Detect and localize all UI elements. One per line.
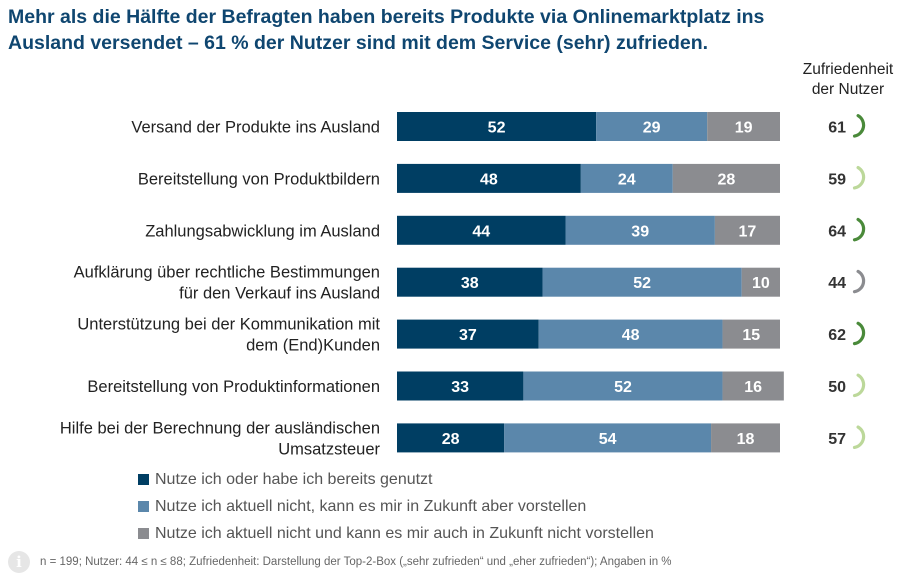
bar-segment-series-2 <box>504 423 712 453</box>
legend-item: Nutze ich aktuell nicht und kann es mir … <box>138 520 654 547</box>
satisfaction-header: Zufriedenheit der Nutzer <box>786 60 910 100</box>
bar-segment-series-2 <box>542 267 742 297</box>
bar-value-label: 28 <box>442 431 460 448</box>
bar-value-label: 52 <box>614 379 632 396</box>
bar-segment-series-1 <box>397 423 505 453</box>
satisfaction-gauge-icon <box>852 269 866 294</box>
bar-segment-series-2 <box>596 112 708 141</box>
satisfaction-header-line-1: Zufriedenheit <box>802 61 894 78</box>
legend-swatch <box>138 501 149 512</box>
bar-segment-series-1 <box>397 112 597 141</box>
satisfaction-value: 59 <box>828 171 846 188</box>
bar-value-label: 24 <box>618 171 636 188</box>
bar-segment-series-2 <box>565 215 715 245</box>
chart-title-line-2: Ausland versendet – 61 % der Nutzer sind… <box>8 32 709 54</box>
bar-segment-series-3 <box>672 163 780 193</box>
bar-segment-series-3 <box>722 371 784 401</box>
bar-value-label: 38 <box>461 275 479 292</box>
bar-segment-series-3 <box>711 423 780 453</box>
legend-swatch <box>138 528 149 539</box>
bar-value-label: 18 <box>737 431 755 448</box>
category-label: Aufklärung über rechtliche Bestimmungen f… <box>74 264 380 303</box>
category-label: Bereitstellung von Produktinformationen <box>87 378 380 396</box>
bar-value-label: 28 <box>717 171 735 188</box>
bar-value-label: 44 <box>472 223 490 240</box>
satisfaction-value: 64 <box>828 223 846 240</box>
legend-item: Nutze ich aktuell nicht, kann es mir in … <box>138 493 654 520</box>
satisfaction-value: 62 <box>828 327 846 344</box>
satisfaction-gauge-icon <box>852 217 866 242</box>
satisfaction-value: 50 <box>828 379 846 396</box>
legend-item: Nutze ich oder habe ich bereits genutzt <box>138 466 654 493</box>
bar-value-label: 37 <box>459 327 477 344</box>
legend-label: Nutze ich aktuell nicht und kann es mir … <box>155 524 654 542</box>
footnote: i n = 199; Nutzer: 44 ≤ n ≤ 88; Zufriede… <box>8 551 672 573</box>
category-label: Versand der Produkte ins Ausland <box>131 119 380 137</box>
legend-swatch <box>138 474 149 485</box>
category-label: Bereitstellung von Produktbildern <box>138 170 380 188</box>
satisfaction-gauge-icon <box>852 425 866 450</box>
bar-segment-series-2 <box>538 319 723 349</box>
category-label: Zahlungsabwicklung im Ausland <box>145 222 380 240</box>
bar-segment-series-2 <box>523 371 723 401</box>
bar-value-label: 16 <box>744 379 762 396</box>
satisfaction-gauge-icon <box>852 114 866 138</box>
legend-label: Nutze ich aktuell nicht, kann es mir in … <box>155 497 587 515</box>
satisfaction-header-line-2: der Nutzer <box>811 81 885 98</box>
bar-value-label: 52 <box>633 275 651 292</box>
satisfaction-value: 44 <box>828 275 846 292</box>
bar-segment-series-3 <box>707 112 780 141</box>
bar-segment-series-1 <box>397 319 539 349</box>
legend-label: Nutze ich oder habe ich bereits genutzt <box>155 470 433 488</box>
bar-value-label: 17 <box>739 223 757 240</box>
satisfaction-gauge-icon <box>852 373 866 398</box>
satisfaction-value: 57 <box>828 431 846 448</box>
info-icon: i <box>8 551 30 573</box>
footnote-text: n = 199; Nutzer: 44 ≤ n ≤ 88; Zufriedenh… <box>40 556 672 568</box>
bar-value-label: 48 <box>622 327 640 344</box>
bar-value-label: 48 <box>480 171 498 188</box>
category-label: Unterstützung bei der Kommunikation mit d… <box>77 316 380 355</box>
chart-legend: Nutze ich oder habe ich bereits genutzt N… <box>138 466 654 547</box>
bar-segment-series-1 <box>397 215 566 245</box>
bar-segment-series-3 <box>741 267 780 297</box>
satisfaction-value: 61 <box>828 120 846 137</box>
chart-title-line-1: Mehr als die Hälfte der Befragten haben … <box>8 6 765 28</box>
bar-value-label: 19 <box>735 120 753 137</box>
bar-segment-series-3 <box>722 319 780 349</box>
bar-value-label: 39 <box>631 223 649 240</box>
bar-value-label: 10 <box>752 275 770 292</box>
bar-segment-series-2 <box>580 163 673 193</box>
satisfaction-gauge-icon <box>852 321 866 346</box>
bar-value-label: 33 <box>451 379 469 396</box>
bar-value-label: 52 <box>488 120 506 137</box>
bar-value-label: 29 <box>643 120 661 137</box>
bar-segment-series-1 <box>397 163 581 193</box>
bar-value-label: 54 <box>599 431 617 448</box>
satisfaction-gauge-icon <box>852 165 866 190</box>
bar-segment-series-1 <box>397 267 543 297</box>
category-label: Hilfe bei der Berechnung der ausländisch… <box>60 419 381 458</box>
stacked-bar-chart: Versand der Produkte ins Ausland 52 29 19 61… <box>60 112 866 458</box>
chart-title: Mehr als die Hälfte der Befragten haben … <box>8 4 888 56</box>
bar-value-label: 15 <box>742 327 760 344</box>
bar-segment-series-1 <box>397 371 524 401</box>
bar-segment-series-3 <box>714 215 780 245</box>
